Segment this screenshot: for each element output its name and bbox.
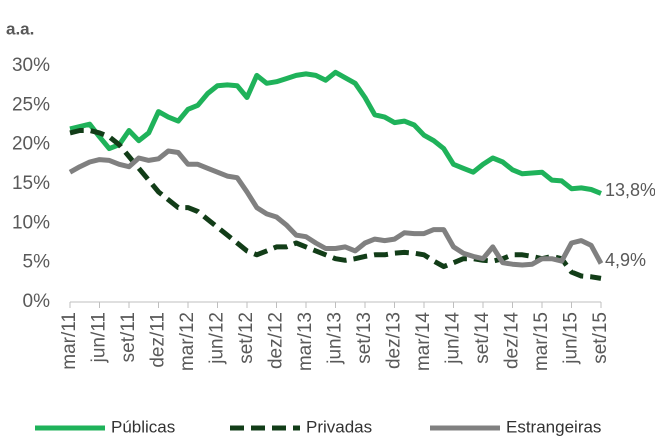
x-tick-label: set/13 <box>354 312 375 364</box>
y-tick-label: 10% <box>12 212 50 233</box>
x-tick-label: dez/11 <box>148 312 169 368</box>
x-tick-label: jun/13 <box>325 312 346 365</box>
y-tick-label: 0% <box>23 291 51 312</box>
legend-label: Públicas <box>111 417 175 436</box>
x-tick-label: jun/11 <box>89 312 110 363</box>
y-axis-label: a.a. <box>6 19 34 38</box>
y-tick-label: 30% <box>12 55 50 76</box>
x-tick-label: set/12 <box>236 312 257 364</box>
x-tick-label: set/15 <box>590 312 611 364</box>
series-line <box>69 69 602 196</box>
x-tick-label: dez/13 <box>384 312 405 369</box>
x-tick-label: jun/14 <box>443 312 464 365</box>
x-tick-label: mar/11 <box>59 312 80 370</box>
x-tick-label: dez/14 <box>502 312 523 369</box>
x-tick-label: dez/12 <box>266 312 287 369</box>
y-tick-label: 20% <box>12 134 50 155</box>
x-tick-label: mar/15 <box>531 312 552 371</box>
data-label: 4,9% <box>605 250 646 270</box>
x-tick-label: jun/15 <box>561 312 582 365</box>
legend-label: Estrangeiras <box>506 417 601 436</box>
x-tick-label: mar/12 <box>177 312 198 371</box>
x-tick-label: mar/14 <box>413 312 434 372</box>
data-label: 13,8% <box>605 180 655 200</box>
x-tick-label: set/11 <box>118 312 139 362</box>
y-tick-label: 15% <box>12 173 50 194</box>
legend-label: Privadas <box>306 417 372 436</box>
series-line <box>68 148 604 268</box>
x-tick-label: set/14 <box>472 312 493 364</box>
y-tick-label: 5% <box>23 252 51 273</box>
y-tick-label: 25% <box>12 94 50 115</box>
x-tick-label: mar/13 <box>295 312 316 371</box>
series-line <box>69 128 602 281</box>
x-tick-label: jun/12 <box>207 312 228 365</box>
